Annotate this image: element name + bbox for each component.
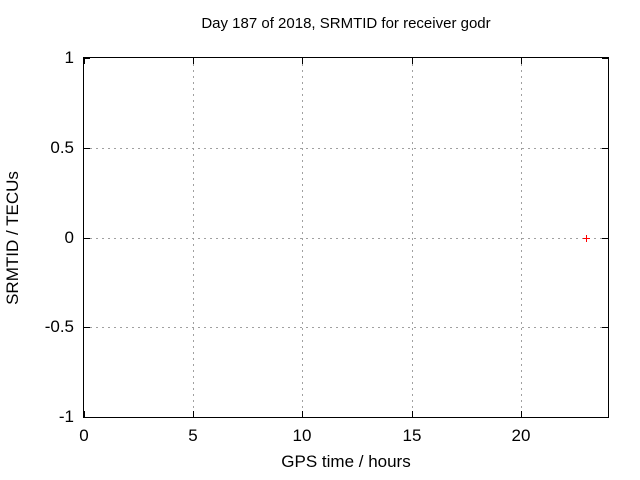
x-axis-label: GPS time / hours [281, 452, 411, 471]
x-tick-label: 15 [402, 426, 422, 445]
x-gridline [412, 58, 413, 417]
x-tick-label: 5 [188, 426, 198, 445]
y-tick-mark [84, 58, 90, 59]
x-tick-mark-top [302, 58, 303, 64]
x-tick-mark [412, 411, 413, 417]
data-point-marker [583, 235, 590, 242]
x-tick-mark-top [193, 58, 194, 64]
y-tick-mark [84, 327, 90, 328]
y-tick-mark-right [602, 148, 608, 149]
y-gridline [84, 238, 608, 239]
x-tick-mark [302, 411, 303, 417]
y-tick-mark [84, 238, 90, 239]
x-tick-label: 10 [292, 426, 312, 445]
x-tick-mark [84, 411, 85, 417]
chart-title: Day 187 of 2018, SRMTID for receiver god… [201, 15, 491, 32]
y-tick-mark [84, 148, 90, 149]
y-tick-mark [84, 417, 90, 418]
y-tick-mark-right [602, 58, 608, 59]
x-tick-mark-top [412, 58, 413, 64]
y-tick-mark-right [602, 327, 608, 328]
y-tick-label: 0.5 [50, 138, 74, 157]
y-gridline [84, 148, 608, 149]
x-gridline [521, 58, 522, 417]
x-gridline [193, 58, 194, 417]
x-tick-mark [193, 411, 194, 417]
y-tick-label: -0.5 [44, 317, 74, 336]
x-tick-mark-top [521, 58, 522, 64]
plot-area: 0 5 10 15 20 -1 -0.5 0 0.5 1 [45, 49, 609, 445]
x-tick-mark-top [84, 58, 85, 64]
y-tick-label: -1 [58, 407, 74, 426]
x-tick-label: 20 [511, 426, 531, 445]
y-tick-mark-right [602, 238, 608, 239]
y-tick-mark-right [602, 417, 608, 418]
y-tick-label: 1 [64, 48, 74, 67]
x-tick-label: 0 [79, 426, 89, 445]
x-tick-mark [521, 411, 522, 417]
y-gridline [84, 327, 608, 328]
y-tick-label: 0 [64, 228, 74, 247]
y-axis-label: SRMTID / TECUs [3, 171, 22, 305]
x-gridline [302, 58, 303, 417]
